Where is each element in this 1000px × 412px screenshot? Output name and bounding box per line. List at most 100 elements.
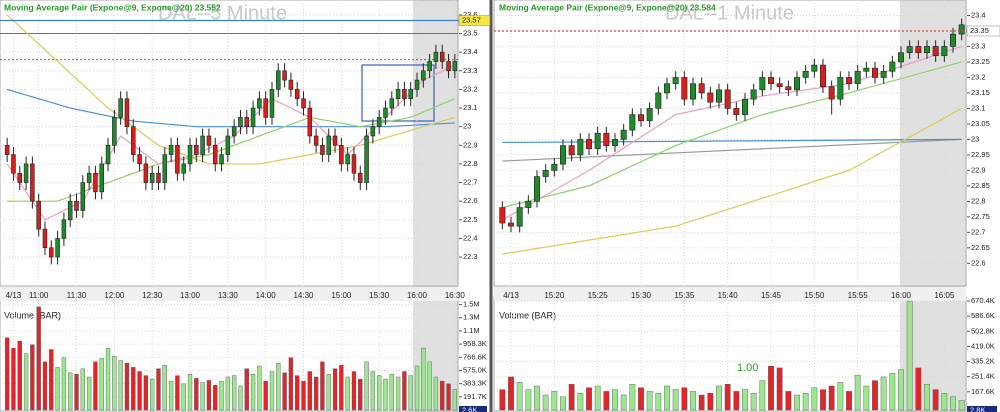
volume-bar bbox=[55, 367, 60, 411]
y-tick-label: 23 bbox=[971, 134, 979, 143]
y-tick-label: 23.1 bbox=[463, 103, 478, 112]
candle-body bbox=[339, 144, 344, 165]
price-marker-label: 23.57 bbox=[462, 15, 481, 24]
volume-bar bbox=[421, 347, 426, 411]
volume-bar bbox=[276, 363, 281, 411]
volume-bar bbox=[168, 380, 174, 411]
candle-body bbox=[162, 154, 168, 183]
candle-body bbox=[143, 163, 149, 183]
candle-body bbox=[187, 144, 193, 165]
candle-body bbox=[250, 107, 256, 127]
y-tick-label: 22.8 bbox=[463, 159, 478, 168]
y-tick-label: 1.1M bbox=[463, 326, 480, 335]
volume-bar bbox=[61, 357, 67, 411]
x-tick-label: 15:35 bbox=[674, 291, 695, 300]
volume-bar bbox=[811, 387, 818, 411]
candle-body bbox=[452, 61, 458, 72]
volume-bar bbox=[225, 376, 231, 411]
watermark: DAL--1 Minute bbox=[665, 2, 794, 24]
y-tick-label: 22.8 bbox=[971, 196, 986, 205]
volume-bar bbox=[17, 341, 22, 411]
volume-bar bbox=[131, 367, 136, 411]
candle-body bbox=[105, 144, 111, 165]
volume-bar bbox=[377, 375, 382, 411]
y-tick-label: 23 bbox=[463, 122, 471, 131]
volume-bar bbox=[733, 391, 740, 411]
moving-average bbox=[502, 138, 962, 162]
price-pane bbox=[0, 0, 459, 287]
candle-body bbox=[750, 89, 757, 100]
candle-body bbox=[724, 89, 731, 109]
x-tick-label: 15:55 bbox=[848, 291, 869, 300]
volume-bar bbox=[794, 394, 800, 411]
price-marker-box bbox=[966, 25, 1000, 37]
volume-label: Volume (BAR) bbox=[499, 310, 556, 320]
volume-bar bbox=[889, 373, 896, 411]
volume-bar bbox=[629, 383, 636, 411]
x-tick-label: 13:30 bbox=[218, 291, 239, 300]
candle-body bbox=[307, 107, 313, 137]
candle-body bbox=[716, 89, 722, 103]
y-tick-label: 23.2 bbox=[463, 84, 478, 93]
candle-body bbox=[93, 172, 98, 193]
y-tick-label: 419.0K bbox=[971, 341, 995, 350]
volume-bar bbox=[307, 371, 312, 411]
volume-bar bbox=[872, 380, 878, 411]
candle-body bbox=[586, 139, 592, 149]
volume-bar bbox=[759, 380, 766, 411]
moving-average bbox=[502, 61, 962, 209]
candle-body bbox=[257, 98, 262, 109]
volume-bar bbox=[36, 306, 41, 411]
volume-bar bbox=[383, 378, 388, 411]
candle-body bbox=[326, 135, 331, 155]
candle-body bbox=[131, 126, 136, 155]
x-tick-label: 12:00 bbox=[104, 291, 125, 300]
volume-bar bbox=[672, 389, 679, 411]
volume-bar bbox=[620, 394, 627, 411]
volume-bar bbox=[724, 383, 731, 411]
x-tick-label: 14:00 bbox=[256, 291, 277, 300]
candle-body bbox=[950, 33, 956, 47]
y-tick-label: 23.1 bbox=[971, 103, 986, 112]
volume-bar bbox=[408, 375, 413, 411]
volume-bar bbox=[68, 372, 73, 411]
volume-bar bbox=[690, 391, 696, 411]
volume-bar bbox=[332, 368, 338, 411]
candle-body bbox=[698, 83, 705, 94]
volume-bar bbox=[351, 371, 357, 411]
candle-body bbox=[36, 200, 41, 230]
volume-bar bbox=[880, 376, 887, 411]
volume-bar bbox=[508, 376, 514, 411]
volume-bar bbox=[776, 367, 783, 411]
y-tick-label: 22.9 bbox=[463, 140, 478, 149]
x-tick-label: 4/13 bbox=[503, 291, 519, 300]
volume-bar bbox=[86, 376, 92, 411]
y-tick-label: 23.15 bbox=[971, 88, 990, 97]
candle-body bbox=[915, 46, 922, 53]
volume-bar bbox=[941, 393, 948, 411]
candle-body bbox=[313, 135, 319, 146]
volume-bar bbox=[231, 375, 237, 411]
candle-body bbox=[276, 70, 281, 90]
candle-body bbox=[414, 79, 420, 90]
volume-bar bbox=[219, 380, 224, 411]
candle-body bbox=[820, 64, 826, 88]
volume-bar bbox=[162, 365, 167, 411]
volume-bar bbox=[238, 385, 243, 411]
volume-bar bbox=[594, 385, 601, 411]
candle-body bbox=[516, 207, 523, 227]
y-tick-label: 167.6K bbox=[971, 387, 995, 396]
volume-bar bbox=[586, 387, 592, 411]
x-tick-label: 16:05 bbox=[934, 291, 955, 300]
y-tick-label: 958.3K bbox=[463, 339, 487, 348]
volume-bar bbox=[187, 374, 193, 411]
volume-bar bbox=[646, 391, 653, 411]
candle-body bbox=[269, 89, 275, 118]
price-pane bbox=[493, 0, 967, 287]
y-tick-label: 22.85 bbox=[971, 181, 990, 190]
candle-body bbox=[395, 89, 401, 100]
volume-bar bbox=[932, 389, 939, 411]
candle-body bbox=[30, 163, 35, 202]
y-tick-label: 22.5 bbox=[463, 215, 478, 224]
volume-bar bbox=[906, 300, 913, 411]
